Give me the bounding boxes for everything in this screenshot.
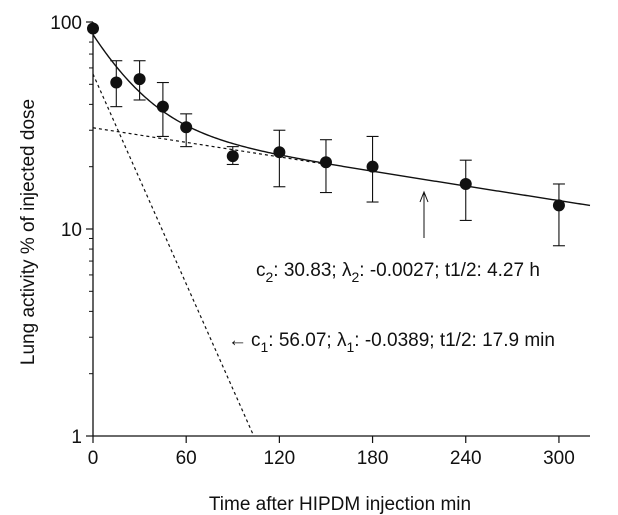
y-axis-title: Lung activity % of injected dose: [18, 99, 39, 365]
x-tick-label: 60: [176, 448, 197, 469]
fit-curve: [92, 34, 591, 207]
data-point: [226, 150, 239, 163]
x-tick-label: 180: [357, 448, 389, 469]
y-tick-label: 10: [61, 220, 82, 241]
data-point: [366, 160, 379, 173]
x-tick-label: 300: [543, 448, 575, 469]
x-tick-label: 120: [264, 448, 296, 469]
data-point: [459, 177, 472, 190]
x-tick-label: 0: [88, 448, 99, 469]
data-point: [319, 156, 332, 169]
slow-component-line: [92, 127, 327, 165]
y-tick-label: 1: [71, 427, 82, 448]
fast-component-line: [92, 73, 254, 435]
data-point: [133, 73, 146, 86]
data-point: [180, 121, 193, 134]
series-layer: [87, 22, 591, 435]
annotation-fast-component: ← c1: 56.07; λ1: -0.0389; t1/2: 17.9 min: [228, 330, 555, 355]
y-tick-label: 100: [50, 13, 82, 34]
data-point: [552, 199, 565, 212]
data-point: [87, 22, 99, 35]
data-point: [273, 146, 286, 159]
x-axis-title: Time after HIPDM injection min: [209, 494, 471, 515]
annotation-slow-component: c2: 30.83; λ2: -0.0027; t1/2: 4.27 h: [256, 260, 540, 285]
plot-frame: [92, 22, 590, 437]
annotation-arrow-up: [419, 190, 429, 238]
ticks-layer: 0 60 120 180 240 300 1 10 100: [50, 13, 574, 469]
data-point: [156, 100, 169, 113]
x-tick-label: 240: [450, 448, 482, 469]
data-point: [110, 76, 123, 89]
